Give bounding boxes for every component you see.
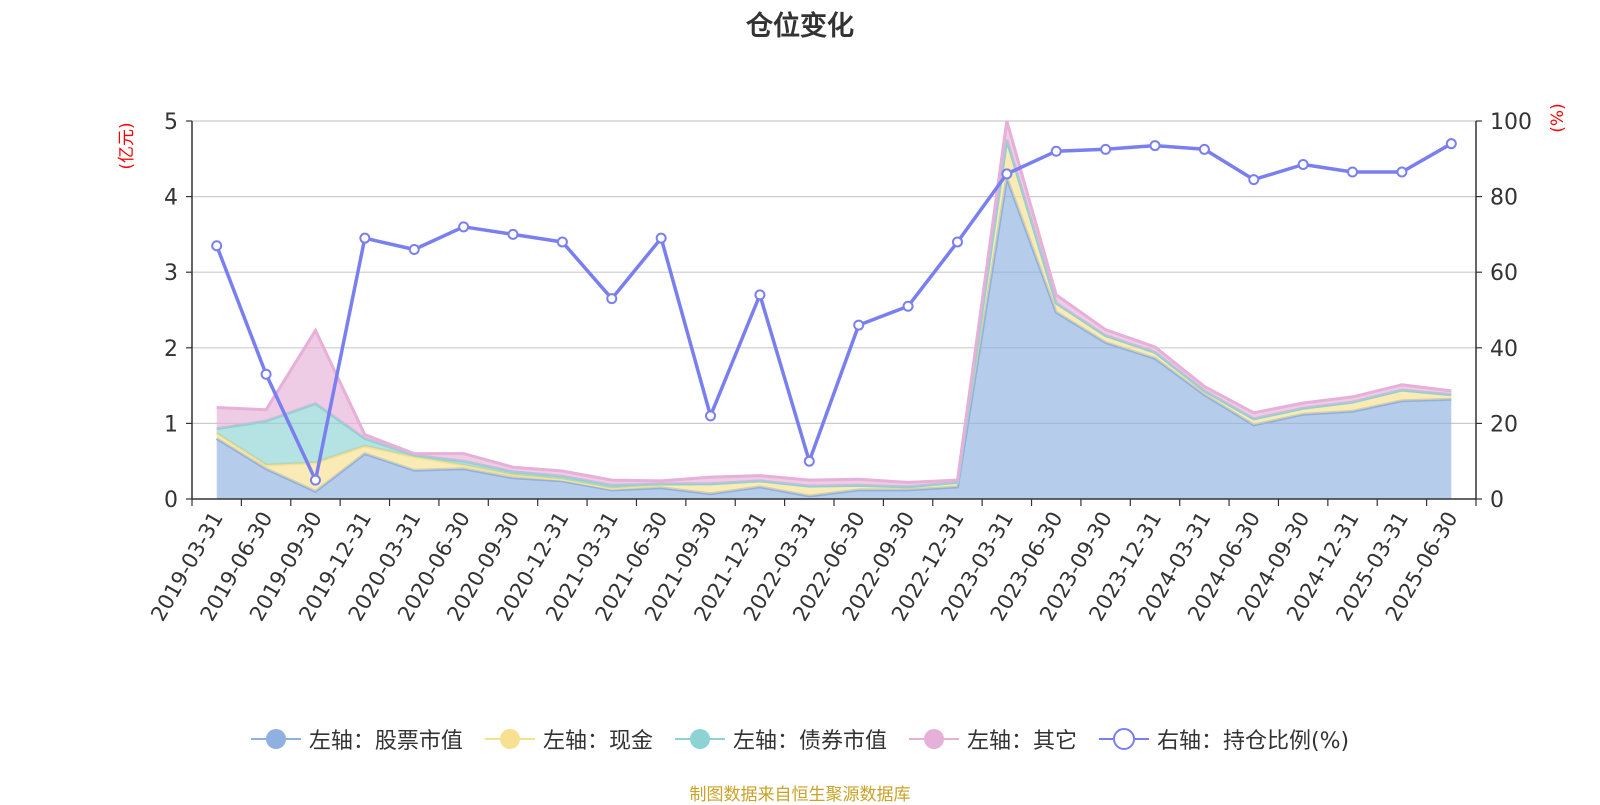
left-axis-tick-label: 4 [164,186,178,211]
ratio-line [211,138,1457,486]
legend-label: 左轴：其它 [966,729,1077,754]
legend-symbol-icon [1098,728,1149,750]
ratio-point [507,228,519,240]
area-series [216,139,1452,489]
ratio-point [1347,166,1359,178]
ratio-point [1248,174,1260,186]
left-axis-tick-label: 1 [164,412,178,437]
legend-symbol-icon [908,729,959,749]
legend-item[interactable]: 右轴：持仓比例(%) [1098,723,1350,755]
legend-item[interactable]: 左轴：债券市值 [674,723,887,755]
ratio-line-path [215,142,1453,482]
ratio-point [951,236,963,248]
left-axis-tick-label: 0 [164,488,178,513]
chart-plot: 0123450204060801002019-03-312019-06-3020… [117,103,1568,625]
ratio-point [458,221,470,233]
ratio-point [1445,138,1457,150]
axes: 0123450204060801002019-03-312019-06-3020… [146,110,1532,625]
legend: 左轴：股票市值 左轴：现金 左轴：债券市值 左轴：其它 右轴：持仓比例(%) [0,723,1600,755]
right-axis-tick-label: 20 [1490,412,1518,437]
legend-symbol-icon [484,729,535,749]
stacked-areas [215,120,1452,499]
ratio-point [1149,140,1161,152]
area-series [216,177,1452,499]
legend-item[interactable]: 左轴：现金 [484,723,653,755]
legend-label: 左轴：债券市值 [732,729,887,754]
ratio-point [1100,143,1112,155]
legend-item[interactable]: 左轴：其它 [908,723,1077,755]
left-axis-unit-label: (亿元) [117,122,137,169]
legend-symbol-icon [250,729,301,749]
left-axis-tick-label: 5 [164,110,178,135]
ratio-point [1396,166,1408,178]
ratio-point [1001,168,1013,180]
ratio-point [606,293,618,305]
ratio-point [1050,145,1062,157]
right-axis-tick-label: 0 [1490,488,1504,513]
ratio-point [902,300,914,312]
ratio-point [705,410,717,422]
ratio-point [556,236,568,248]
ratio-point [1198,143,1210,155]
ratio-point [260,368,272,380]
left-axis-tick-label: 2 [164,337,178,362]
legend-label: 左轴：现金 [542,729,653,754]
area-series [216,139,1452,496]
chart-title: 仓位变化 [746,11,854,42]
right-axis-tick-label: 80 [1490,186,1518,211]
right-axis-unit-label: (%) [1548,103,1568,132]
ratio-point [359,232,371,244]
data-source-footer: 制图数据来自恒生聚源数据库 [689,785,911,805]
ratio-point [408,244,420,256]
legend-item[interactable]: 左轴：股票市值 [250,723,463,755]
right-axis-tick-label: 100 [1490,110,1532,135]
ratio-point [803,455,815,467]
left-axis-tick-label: 3 [164,261,178,286]
ratio-point [754,289,766,301]
grid-lines [192,120,1476,424]
legend-label: 右轴：持仓比例(%) [1156,729,1350,754]
ratio-point [1297,158,1309,170]
area-series-edge [216,120,1452,484]
ratio-point [309,474,321,486]
ratio-point [853,319,865,331]
ratio-point [211,240,223,252]
ratio-point [655,232,667,244]
right-axis-tick-label: 60 [1490,261,1518,286]
right-axis-tick-label: 40 [1490,337,1518,362]
legend-symbol-icon [674,729,725,749]
legend-label: 左轴：股票市值 [308,729,463,754]
